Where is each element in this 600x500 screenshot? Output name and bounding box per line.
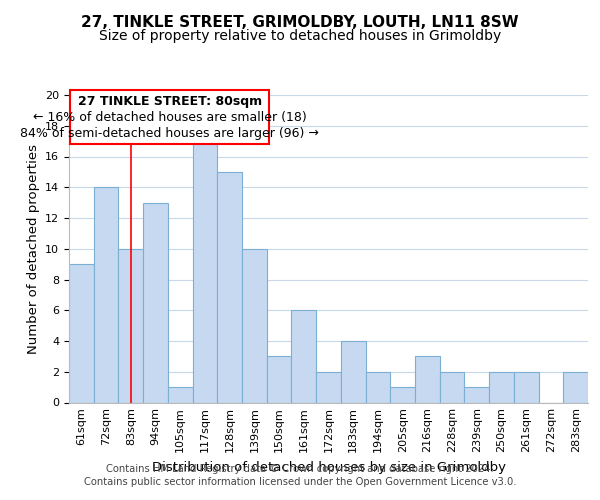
Bar <box>365 372 390 402</box>
Bar <box>217 172 242 402</box>
Text: 27 TINKLE STREET: 80sqm: 27 TINKLE STREET: 80sqm <box>77 94 262 108</box>
Bar <box>143 202 168 402</box>
Bar <box>168 387 193 402</box>
Bar <box>341 341 365 402</box>
Bar <box>563 372 588 402</box>
Bar <box>514 372 539 402</box>
Bar <box>390 387 415 402</box>
Text: 27, TINKLE STREET, GRIMOLDBY, LOUTH, LN11 8SW: 27, TINKLE STREET, GRIMOLDBY, LOUTH, LN1… <box>81 15 519 30</box>
Text: Contains HM Land Registry data © Crown copyright and database right 2024.: Contains HM Land Registry data © Crown c… <box>106 464 494 474</box>
Bar <box>94 187 118 402</box>
Bar <box>242 248 267 402</box>
Y-axis label: Number of detached properties: Number of detached properties <box>26 144 40 354</box>
Text: Size of property relative to detached houses in Grimoldby: Size of property relative to detached ho… <box>99 29 501 43</box>
Text: ← 16% of detached houses are smaller (18): ← 16% of detached houses are smaller (18… <box>33 111 307 124</box>
Bar <box>118 248 143 402</box>
X-axis label: Distribution of detached houses by size in Grimoldby: Distribution of detached houses by size … <box>151 461 505 474</box>
Bar <box>292 310 316 402</box>
Bar <box>267 356 292 403</box>
Text: 84% of semi-detached houses are larger (96) →: 84% of semi-detached houses are larger (… <box>20 127 319 140</box>
Bar <box>440 372 464 402</box>
Bar <box>193 141 217 403</box>
Text: Contains public sector information licensed under the Open Government Licence v3: Contains public sector information licen… <box>84 477 516 487</box>
Bar <box>464 387 489 402</box>
FancyBboxPatch shape <box>70 90 269 144</box>
Bar <box>316 372 341 402</box>
Bar <box>69 264 94 402</box>
Bar <box>415 356 440 403</box>
Bar <box>489 372 514 402</box>
